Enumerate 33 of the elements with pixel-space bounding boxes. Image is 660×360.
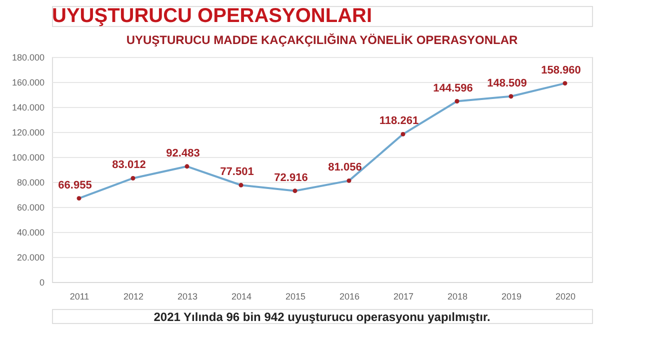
x-tick-label: 2016 [339,292,360,302]
data-label: 83.012 [112,159,146,172]
y-tick-label: 160.000 [12,78,44,88]
y-tick-label: 20.000 [16,252,44,262]
data-label: 72.916 [274,172,308,184]
data-label: 81.056 [328,162,362,174]
x-tick-label: 2014 [231,292,252,302]
chart-title: UYUŞTURUCU OPERASYONLARI [52,5,372,27]
x-tick-label: 2017 [393,292,414,302]
x-tick-label: 2011 [70,292,90,302]
data-label: 66.955 [58,179,92,192]
y-tick-label: 60.000 [16,202,44,212]
data-label: 77.501 [220,166,254,178]
y-tick-label: 100.000 [12,152,44,162]
y-tick-label: 120.000 [12,128,44,138]
data-label: 92.483 [166,147,200,160]
data-label: 144.596 [433,82,473,94]
x-tick-label: 2015 [285,292,306,302]
y-tick-label: 180.000 [12,52,44,62]
data-label: 148.509 [487,77,527,90]
x-tick-label: 2013 [177,292,198,302]
data-label: 118.261 [379,115,419,128]
chart-subtitle: UYUŞTURUCU MADDE KAÇAKÇILIĞINA YÖNELİK OPERASYONLAR [126,33,518,47]
y-tick-label: 0 [39,278,44,288]
x-tick-label: 2012 [123,292,144,302]
y-tick-label: 140.000 [12,102,44,112]
x-tick-label: 2018 [447,292,468,302]
text: 2021 Yılında 96 bin 942 uyuşturucu operasyonu yapılmıştır. [154,310,490,324]
data-label: 158.960 [541,64,581,76]
x-tick-label: 2020 [555,292,576,302]
x-tick-label: 2019 [501,292,522,302]
y-tick-label: 80.000 [16,178,44,188]
y-tick-label: 40.000 [16,228,44,238]
